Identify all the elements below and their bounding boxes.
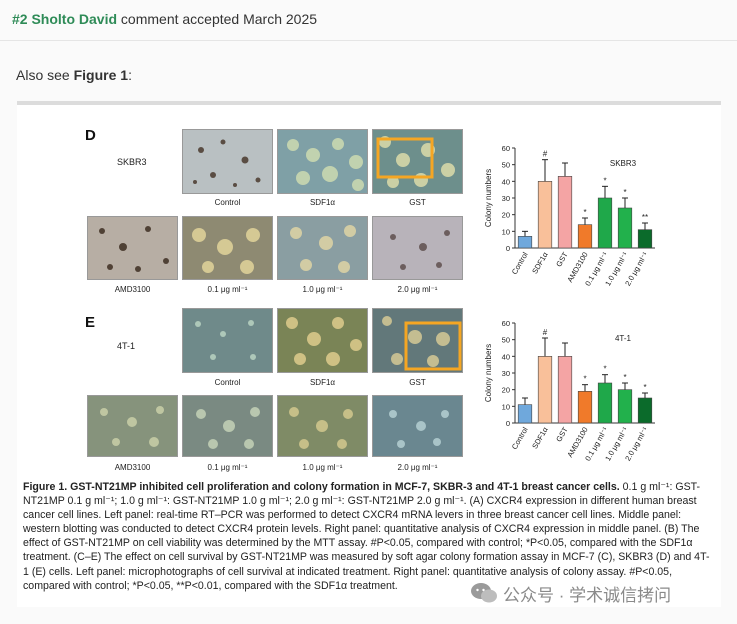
panel-e-cell-line: 4T-1 (117, 341, 136, 351)
y-tick-label: 20 (502, 211, 510, 220)
micrograph-d-amd3100 (87, 216, 178, 280)
micrograph-d-sdf1a (277, 129, 368, 194)
bar (577, 224, 593, 249)
panel-e-letter: E (85, 314, 96, 331)
micrograph-e-amd3100 (87, 395, 178, 457)
bar (637, 397, 653, 424)
watermark-text: 公众号 · 学术诚信拷问 (503, 586, 672, 605)
y-tick-label: 30 (502, 194, 510, 203)
caption-d-gst: GST (409, 198, 426, 207)
micrograph-d-2-0 (372, 216, 463, 280)
micrograph-d-control (182, 129, 273, 194)
bar (557, 356, 573, 424)
y-axis-label: Colony numbers (484, 169, 493, 227)
caption-e-2-0: 2.0 μg ml⁻¹ (397, 463, 438, 472)
bar (577, 391, 593, 424)
bar (637, 229, 653, 249)
bar (517, 236, 533, 249)
y-tick-label: 0 (506, 244, 510, 253)
y-tick-label: 10 (502, 402, 510, 411)
significance-label: * (583, 208, 586, 217)
y-tick-label: 50 (502, 161, 510, 170)
significance-label: * (603, 176, 606, 185)
also-see-prefix: Also see (16, 67, 70, 83)
figure-caption: Figure 1. GST-NT21MP inhibited cell prol… (23, 480, 715, 593)
x-tick-label: Control (510, 425, 530, 451)
micrograph-e-2-0 (372, 395, 463, 457)
x-tick-label: Control (510, 250, 530, 276)
y-tick-label: 50 (502, 336, 510, 345)
micrograph-e-0-1 (182, 395, 273, 457)
comment-author[interactable]: Sholto David (31, 11, 118, 27)
caption-e-gst: GST (409, 378, 426, 387)
y-tick-label: 60 (502, 144, 510, 153)
micrograph-d-1-0 (277, 216, 368, 280)
significance-label: ** (642, 213, 648, 222)
panel-d-cell-line: SKBR3 (117, 157, 147, 167)
micrograph-e-control (182, 308, 273, 373)
significance-label: # (543, 328, 548, 337)
significance-label: * (603, 365, 606, 374)
caption-body: 0.1 g ml⁻¹: GST-NT21MP 0.1 g ml⁻¹; 1.0 g… (23, 481, 710, 592)
caption-e-control: Control (214, 378, 241, 387)
bar (557, 176, 573, 249)
bar (517, 404, 533, 424)
figure-reference: Figure 1 (73, 67, 129, 83)
caption-e-1-0: 1.0 μg ml⁻¹ (302, 463, 343, 472)
also-see-suffix: : (128, 67, 132, 83)
y-tick-label: 40 (502, 352, 510, 361)
chart-title: SKBR3 (610, 159, 637, 168)
y-tick-label: 30 (502, 369, 510, 378)
micrograph-e-sdf1a (277, 308, 368, 373)
micrograph-e-1-0 (277, 395, 368, 457)
significance-label: * (583, 375, 586, 384)
x-tick-label: GST (554, 250, 570, 268)
caption-d-2-0: 2.0 μg ml⁻¹ (397, 285, 438, 294)
y-tick-label: 0 (506, 419, 510, 428)
bar-chart-4t1: 0 10 20 30 40 50 60 Colony numbers 4T-1 Control # S… (484, 319, 655, 462)
header-divider (0, 40, 737, 41)
significance-label: # (543, 150, 548, 159)
caption-d-sdf1a: SDF1α (309, 198, 336, 207)
comment-number[interactable]: #2 (12, 11, 28, 27)
bar-chart-skbr3: 0 10 20 30 40 50 60 Colony numbers SKBR3 Control #… (484, 144, 655, 287)
y-tick-label: 40 (502, 177, 510, 186)
caption-e-sdf1a: SDF1α (309, 378, 336, 387)
caption-e-0-1: 0.1 μg ml⁻¹ (207, 463, 248, 472)
micrograph-d-gst (372, 129, 463, 194)
caption-d-amd3100: AMD3100 (114, 285, 151, 294)
comment-status: comment accepted March 2025 (120, 11, 318, 27)
x-tick-label: SDF1α (530, 425, 550, 450)
y-tick-label: 10 (502, 227, 510, 236)
caption-e-amd3100: AMD3100 (114, 463, 151, 472)
x-tick-label: SDF1α (530, 250, 550, 275)
significance-label: * (623, 373, 626, 382)
comment-header: #2 Sholto David comment accepted March 2… (0, 0, 737, 40)
caption-d-0-1: 0.1 μg ml⁻¹ (207, 285, 248, 294)
bar (537, 181, 553, 249)
caption-title: Figure 1. GST-NT21MP inhibited cell prol… (23, 481, 620, 493)
caption-d-control: Control (214, 198, 241, 207)
panel-d-letter: D (85, 127, 96, 144)
y-tick-label: 20 (502, 386, 510, 395)
bar (597, 382, 613, 424)
micrograph-e-gst (372, 308, 463, 373)
micrograph-d-0-1 (182, 216, 273, 280)
y-tick-label: 60 (502, 319, 510, 328)
y-axis-label: Colony numbers (484, 344, 493, 402)
significance-label: * (623, 188, 626, 197)
figure-image: D SKBR3 Control SDF1α GST AMD3100 0.1 μg… (17, 101, 721, 607)
bar (617, 207, 633, 249)
bar (537, 356, 553, 424)
wechat-icon (471, 583, 497, 603)
x-tick-label: GST (554, 425, 570, 443)
also-see-line: Also see Figure 1: (16, 67, 132, 83)
caption-d-1-0: 1.0 μg ml⁻¹ (302, 285, 343, 294)
chart-title: 4T-1 (615, 334, 632, 343)
significance-label: * (643, 383, 646, 392)
comment-line: #2 Sholto David comment accepted March 2… (12, 11, 317, 27)
bar (617, 389, 633, 424)
bar (597, 197, 613, 249)
